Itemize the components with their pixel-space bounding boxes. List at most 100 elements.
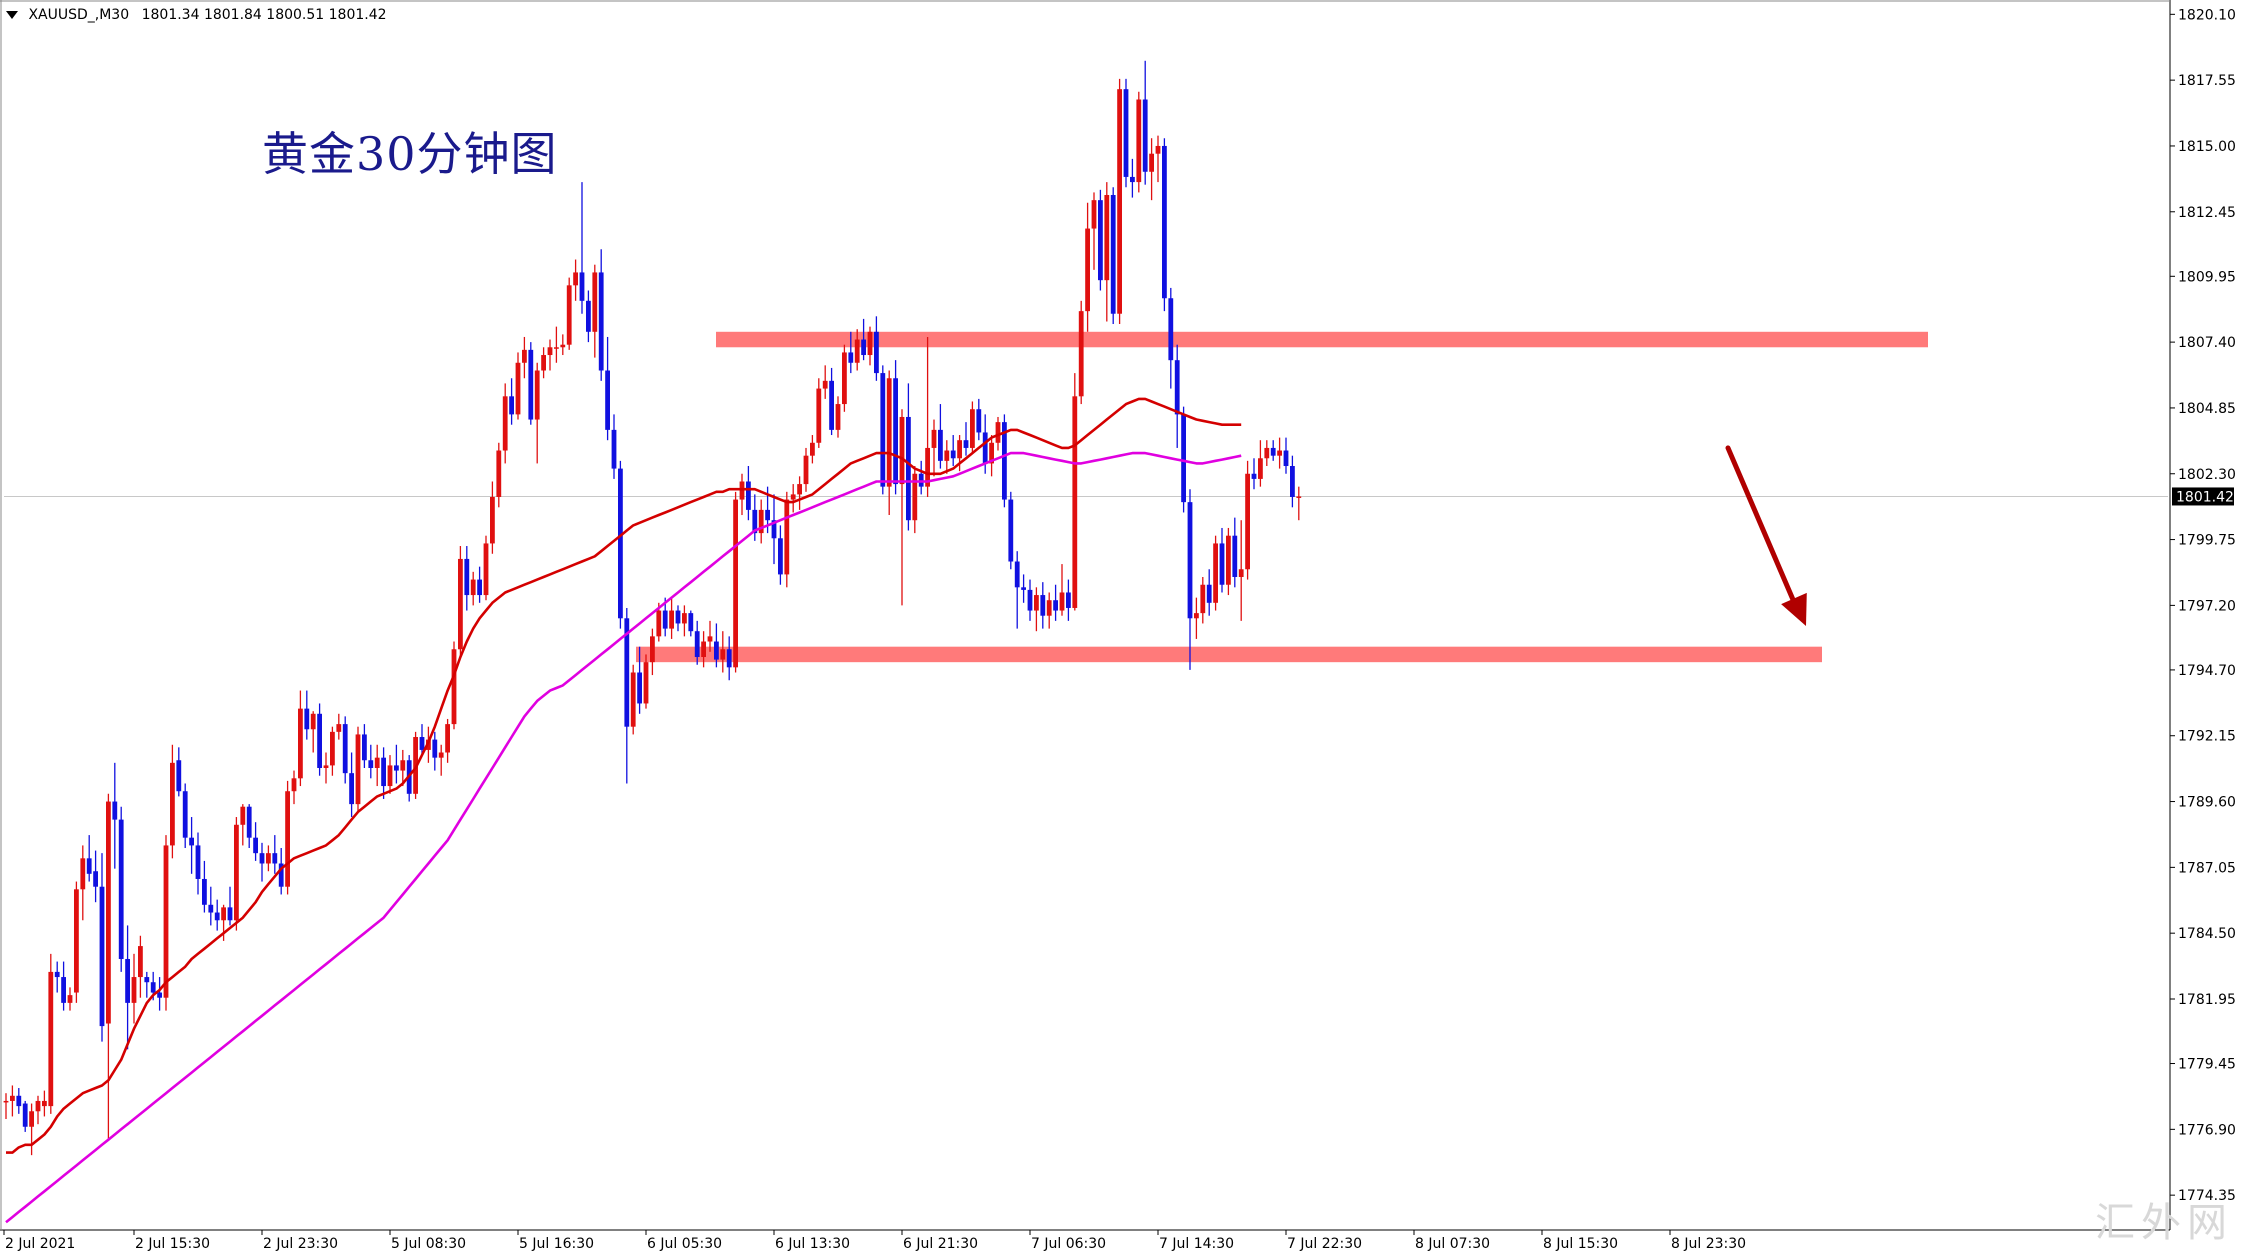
candle-body bbox=[74, 889, 79, 993]
candle bbox=[1078, 300, 1084, 405]
candle bbox=[1283, 437, 1289, 474]
candle-body bbox=[278, 863, 284, 887]
candle-body bbox=[912, 473, 918, 521]
candle-body bbox=[1130, 176, 1135, 183]
candle-body bbox=[688, 613, 694, 632]
candle-body bbox=[886, 378, 892, 487]
candle bbox=[342, 716, 348, 784]
candle-body bbox=[605, 370, 610, 430]
candle bbox=[752, 494, 758, 541]
candle-body bbox=[310, 713, 316, 730]
candle-body bbox=[291, 778, 297, 792]
candle bbox=[874, 316, 879, 381]
candle bbox=[317, 703, 322, 776]
candle-body bbox=[157, 992, 162, 998]
candle bbox=[566, 277, 572, 350]
caret-down-icon[interactable] bbox=[6, 11, 18, 19]
x-tick-label: 2 Jul 23:30 bbox=[263, 1236, 338, 1252]
candle bbox=[624, 607, 630, 784]
candle bbox=[906, 383, 911, 531]
candle bbox=[592, 264, 598, 358]
candle bbox=[259, 842, 265, 882]
candle bbox=[99, 853, 105, 1042]
candle-body bbox=[144, 977, 150, 983]
candle-body bbox=[202, 878, 207, 905]
candle-body bbox=[758, 509, 764, 534]
candle-body bbox=[253, 837, 258, 854]
candle bbox=[957, 435, 962, 472]
candles bbox=[3, 60, 1302, 1156]
candle bbox=[157, 977, 162, 1011]
candle bbox=[80, 845, 86, 921]
candle bbox=[1277, 437, 1282, 469]
candle-body bbox=[554, 347, 559, 349]
candle bbox=[560, 334, 566, 356]
candle-body bbox=[1155, 145, 1161, 154]
candle-body bbox=[1104, 194, 1110, 281]
candle bbox=[330, 726, 335, 776]
candle bbox=[1200, 576, 1206, 624]
ma-slow-line bbox=[5, 451, 1242, 1224]
candle bbox=[170, 744, 175, 859]
candle bbox=[131, 953, 137, 1024]
candle bbox=[598, 249, 604, 381]
candle bbox=[733, 491, 738, 673]
candle-body bbox=[394, 765, 399, 771]
x-tick-label: 6 Jul 21:30 bbox=[903, 1236, 978, 1252]
chart-title: 黄金30分钟图 bbox=[262, 127, 558, 181]
y-tick-label: 1774.35 bbox=[2178, 1188, 2236, 1204]
candle bbox=[784, 491, 790, 588]
candle bbox=[944, 440, 950, 474]
candle-body bbox=[1046, 600, 1052, 616]
candle-body bbox=[982, 432, 988, 464]
candle-body bbox=[784, 499, 790, 575]
candle bbox=[1008, 491, 1014, 570]
symbol-label: XAUUSD_,M30 bbox=[28, 7, 130, 23]
candle-body bbox=[1008, 499, 1014, 562]
watermark: 汇外网 bbox=[2095, 1200, 2233, 1246]
x-tick-label: 2 Jul 15:30 bbox=[135, 1236, 210, 1252]
candle bbox=[42, 1090, 47, 1117]
candle-body bbox=[874, 331, 879, 374]
candle-body bbox=[99, 886, 105, 1027]
candle bbox=[125, 925, 130, 1050]
candle bbox=[1110, 187, 1116, 325]
y-tick-label: 1802.30 bbox=[2178, 467, 2236, 483]
candle-body bbox=[182, 791, 188, 838]
candle-body bbox=[464, 558, 470, 596]
candle bbox=[918, 460, 924, 495]
candle-body bbox=[48, 971, 54, 1107]
candle-body bbox=[931, 429, 937, 448]
candle bbox=[48, 953, 54, 1114]
candle-body bbox=[541, 355, 546, 371]
candle-body bbox=[118, 819, 124, 959]
candle bbox=[1142, 60, 1148, 185]
support-zone bbox=[636, 646, 1822, 663]
candle bbox=[554, 326, 559, 363]
arrow-shaft bbox=[1725, 445, 1803, 619]
candle bbox=[707, 620, 713, 652]
candle bbox=[528, 342, 534, 425]
candle bbox=[1213, 535, 1218, 611]
candle bbox=[240, 804, 246, 846]
candle-body bbox=[246, 806, 252, 838]
candle-body bbox=[1174, 360, 1180, 415]
candle-body bbox=[842, 352, 847, 405]
candle-body bbox=[669, 610, 674, 629]
x-tick-label: 8 Jul 23:30 bbox=[1671, 1236, 1746, 1252]
candle bbox=[470, 571, 476, 606]
candle-body bbox=[573, 272, 578, 286]
candle-body bbox=[720, 649, 726, 660]
candle-body bbox=[797, 484, 802, 495]
candle bbox=[1155, 135, 1161, 183]
candle bbox=[714, 623, 719, 668]
candle bbox=[464, 546, 470, 611]
candle bbox=[970, 401, 975, 454]
candle bbox=[771, 494, 777, 565]
candle bbox=[138, 935, 143, 998]
candle bbox=[221, 904, 226, 941]
candle-body bbox=[726, 649, 732, 668]
candle-body bbox=[643, 662, 649, 704]
candle bbox=[483, 535, 489, 601]
